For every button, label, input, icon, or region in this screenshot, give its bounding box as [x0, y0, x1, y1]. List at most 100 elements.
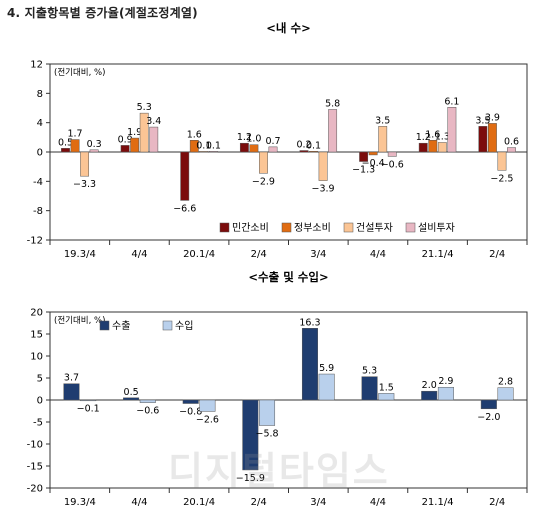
- bar-건설투자: [378, 126, 388, 153]
- unit-label: (전기대비, %): [54, 315, 105, 326]
- y-tick-label: -8: [33, 206, 43, 217]
- bar-설비투자: [328, 109, 338, 153]
- x-category-label: 4/4: [131, 497, 147, 508]
- data-label: 0.1: [196, 140, 211, 151]
- data-label: 0.1: [206, 140, 221, 151]
- data-label: −0.6: [136, 406, 159, 417]
- bar-수입: [378, 393, 395, 401]
- bar-정부소비: [309, 151, 318, 153]
- data-label: 2.9: [438, 376, 453, 387]
- y-tick-label: -5: [33, 418, 43, 429]
- bar-수출: [421, 390, 438, 401]
- bar-수출: [361, 376, 378, 401]
- x-category-label: 4/4: [131, 249, 147, 260]
- y-tick-label: -12: [27, 236, 43, 247]
- watermark-logo: 디지털타임스: [168, 449, 390, 493]
- data-label: 0.7: [265, 136, 280, 147]
- bar-건설투자: [497, 151, 507, 171]
- data-label: 16.3: [299, 317, 320, 328]
- y-tick-label: 5: [37, 374, 43, 385]
- legend-swatch: [343, 222, 354, 233]
- data-label: −2.0: [477, 412, 500, 423]
- legend-swatch: [219, 222, 230, 233]
- bar-설비투자: [447, 107, 457, 153]
- y-tick-label: -15: [27, 462, 43, 473]
- data-label: 0.3: [87, 139, 102, 150]
- data-label: −2.9: [252, 176, 275, 187]
- bar-설비투자: [89, 149, 99, 153]
- data-label: 0.6: [504, 137, 519, 148]
- data-label: 0.9: [118, 134, 133, 145]
- bar-민간소비: [61, 148, 70, 153]
- x-category-label: 2/4: [489, 497, 505, 508]
- bar-정부소비: [249, 144, 259, 153]
- bar-설비투자: [149, 126, 159, 153]
- bar-설비투자: [387, 151, 397, 157]
- bar-수출: [123, 397, 140, 401]
- x-category-label: 3/4: [310, 497, 326, 508]
- x-category-label: 20.1/4: [183, 497, 215, 508]
- legend-label: 건설투자: [356, 222, 393, 234]
- x-category-label: 19.3/4: [64, 497, 96, 508]
- data-label: −2.5: [490, 173, 513, 184]
- legend-label: 수입: [175, 319, 193, 332]
- bar-수입: [139, 399, 156, 403]
- data-label: 5.3: [137, 102, 152, 113]
- y-tick-label: 10: [30, 352, 43, 363]
- data-label: 1.3: [435, 131, 450, 142]
- data-label: −1.3: [352, 165, 375, 176]
- y-tick-label: 8: [37, 89, 43, 100]
- data-label: −6.6: [173, 203, 196, 214]
- bar-수입: [199, 399, 216, 412]
- data-label: −3.9: [312, 184, 335, 195]
- x-category-label: 4/4: [370, 249, 386, 260]
- data-label: 3.5: [375, 115, 390, 126]
- y-tick-label: 20: [30, 308, 43, 319]
- data-label: 1.2: [237, 132, 252, 143]
- bar-건설투자: [80, 151, 90, 177]
- bar-민간소비: [418, 142, 428, 153]
- export-import-chart: <수출 및 수입> (전기대비, %) -20 -15 -10 -5 0 5 10 15 20 19.…: [27, 270, 528, 508]
- data-label: 1.6: [425, 129, 440, 140]
- data-label: −2.6: [196, 414, 219, 425]
- y-tick-label: -10: [27, 440, 43, 451]
- data-label: 3.9: [485, 112, 500, 123]
- bar-민간소비: [299, 150, 309, 153]
- x-category-label: 2/4: [251, 249, 267, 260]
- bar-건설투자: [259, 151, 268, 174]
- bar-건설투자: [139, 112, 149, 153]
- y-tick-label: 0: [37, 396, 43, 407]
- x-category-label: 2/4: [489, 249, 505, 260]
- bar-정부소비: [70, 139, 80, 153]
- bar-수출: [63, 383, 80, 401]
- page-heading: 4. 지출항목별 증가율(계절조정계열): [7, 6, 198, 20]
- data-label: 1.9: [127, 127, 142, 138]
- y-tick-label: 15: [30, 330, 43, 341]
- data-label: 3.4: [146, 116, 161, 127]
- bar-수입: [318, 373, 335, 401]
- domestic-demand-chart: <내 수> (전기대비, %) -12 -8 -4 0 4 8 12 19.3/4 4/4 20.1/…: [27, 21, 528, 260]
- x-category-label: 3/4: [310, 249, 326, 260]
- data-label: 1.2: [416, 132, 431, 143]
- legend-label: 정부소비: [294, 222, 331, 234]
- data-label: −3.3: [73, 179, 96, 190]
- chart-title: <내 수>: [266, 21, 310, 35]
- bar-민간소비: [239, 142, 249, 153]
- data-label: 1.5: [379, 382, 394, 393]
- x-category-label: 20.1/4: [183, 249, 215, 260]
- bar-수출: [301, 328, 318, 401]
- data-label: −15.9: [236, 473, 265, 484]
- bar-수출: [182, 399, 199, 404]
- x-category-label: 21.1/4: [422, 497, 454, 508]
- data-label: −0.1: [77, 403, 100, 414]
- data-label: 2.8: [498, 377, 513, 388]
- bar-수출: [242, 399, 259, 471]
- bar-수입: [80, 399, 97, 402]
- y-tick-label: -20: [27, 484, 43, 495]
- legend-swatch: [162, 320, 173, 331]
- x-category-label: 19.3/4: [64, 249, 96, 260]
- legend-label: 수출: [112, 320, 130, 332]
- data-label: 0.5: [124, 387, 139, 398]
- x-category-label: 2/4: [251, 497, 267, 508]
- legend-swatch: [405, 222, 416, 233]
